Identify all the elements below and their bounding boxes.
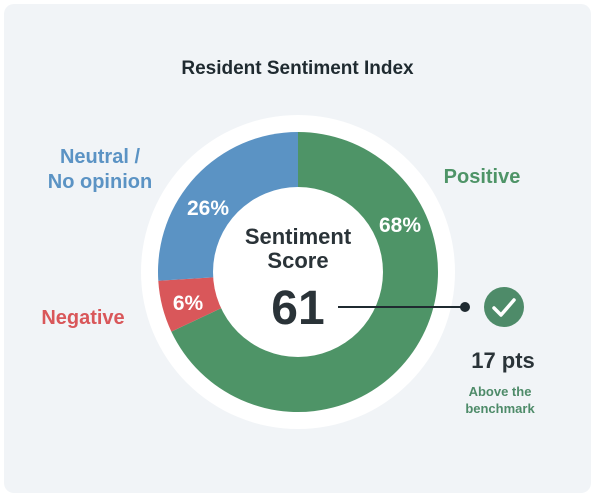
category-label-neutral-line2: No opinion <box>48 171 152 193</box>
center-score-value: 61 <box>271 282 324 335</box>
category-label-positive: Positive <box>444 166 521 188</box>
chart-title: Resident Sentiment Index <box>181 58 414 79</box>
benchmark-caption-line1: Above the <box>469 384 532 399</box>
connector-dot <box>460 302 470 312</box>
donut-hole <box>213 187 383 357</box>
slice-label-negative: 6% <box>173 292 204 315</box>
check-circle-icon <box>484 287 524 327</box>
benchmark-caption-line2: benchmark <box>465 401 535 416</box>
slice-label-positive: 68% <box>379 214 421 237</box>
benchmark-delta: 17 pts <box>471 348 535 373</box>
category-label-negative: Negative <box>41 307 124 329</box>
center-label-line2: Score <box>267 248 328 273</box>
center-label-line1: Sentiment <box>245 224 352 249</box>
category-label-neutral-line1: Neutral / <box>60 146 140 168</box>
slice-label-neutral: 26% <box>187 197 229 220</box>
